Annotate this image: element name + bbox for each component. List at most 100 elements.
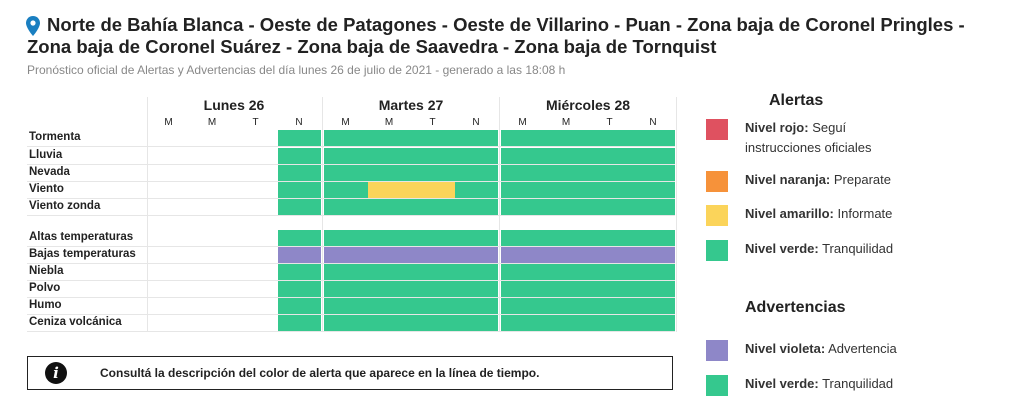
- timeline-cell-green[interactable]: [277, 315, 321, 331]
- timeline-cell-green[interactable]: [324, 281, 498, 297]
- legend-alertas-title: Alertas: [769, 92, 824, 109]
- info-box: i Consultá la descripción del color de a…: [27, 356, 673, 390]
- timeline-cell-green[interactable]: [277, 230, 321, 246]
- day-separator: [322, 97, 323, 332]
- row-label: Nevada: [29, 166, 70, 178]
- legend-item-name: Nivel amarillo:: [745, 206, 834, 221]
- timeline-cell-green[interactable]: [277, 165, 321, 181]
- legend-item: Nivel rojo: Seguí instrucciones oficiale…: [745, 118, 905, 158]
- info-icon: i: [45, 362, 67, 384]
- timeline-cell-green[interactable]: [277, 148, 321, 164]
- row-label: Bajas temperaturas: [29, 248, 136, 260]
- timeline-cell-green[interactable]: [501, 148, 675, 164]
- legend-swatch-yellow: [706, 205, 728, 226]
- row-label: Viento: [29, 183, 64, 195]
- period-label: T: [606, 117, 613, 128]
- legend-swatch-violet: [706, 340, 728, 361]
- row-divider: [27, 246, 675, 247]
- timeline-cell-green[interactable]: [324, 130, 498, 146]
- legend-swatch-green: [706, 240, 728, 261]
- page-title: Norte de Bahía Blanca - Oeste de Patagon…: [27, 14, 965, 57]
- timeline-cell-green[interactable]: [277, 281, 321, 297]
- timeline-cell-violet[interactable]: [501, 247, 675, 263]
- legend-item-desc: Tranquilidad: [818, 376, 894, 391]
- row-label: Tormenta: [29, 131, 81, 143]
- row-label: Humo: [29, 299, 62, 311]
- row-divider: [27, 263, 675, 264]
- timeline-cell-green[interactable]: [501, 199, 675, 215]
- period-label: N: [649, 117, 657, 128]
- legend-swatch-red: [706, 119, 728, 140]
- timeline-cell-green[interactable]: [277, 298, 321, 314]
- period-label: T: [252, 117, 259, 128]
- grid-left-border: [147, 97, 148, 332]
- legend-item-desc: Preparate: [830, 172, 891, 187]
- page-subtitle: Pronóstico oficial de Alertas y Adverten…: [27, 63, 566, 77]
- timeline-cell-green[interactable]: [501, 230, 675, 246]
- alert-timeline: Lunes 26 M M T N Martes 27 M M T N Miércoles 28 M M T…: [27, 97, 677, 337]
- timeline-cell-green[interactable]: [324, 148, 498, 164]
- day-separator: [499, 97, 500, 332]
- period-label: M: [164, 117, 173, 128]
- timeline-cell-green[interactable]: [324, 165, 498, 181]
- row-divider: [27, 297, 675, 298]
- period-label: T: [429, 117, 436, 128]
- day-header: Miércoles 28: [545, 97, 631, 113]
- timeline-cell-violet[interactable]: [277, 247, 321, 263]
- timeline-cell-green[interactable]: [501, 182, 675, 198]
- row-label: Viento zonda: [29, 200, 101, 212]
- day-header: Martes 27: [378, 97, 444, 113]
- legend-item-desc: Seguí instrucciones oficiales: [745, 120, 872, 155]
- timeline-cell-green[interactable]: [501, 281, 675, 297]
- legend-item-name: Nivel violeta:: [745, 341, 826, 356]
- row-label: Polvo: [29, 282, 61, 294]
- timeline-cell-green[interactable]: [324, 182, 368, 198]
- timeline-cell-green[interactable]: [277, 264, 321, 280]
- period-label: M: [384, 117, 394, 128]
- legend-item-name: Nivel verde:: [745, 376, 819, 391]
- legend-swatch-orange: [706, 171, 728, 192]
- timeline-cell-green[interactable]: [501, 130, 675, 146]
- timeline-cell-green[interactable]: [324, 315, 498, 331]
- timeline-cell-green[interactable]: [501, 264, 675, 280]
- row-divider: [27, 314, 675, 315]
- row-label: Niebla: [29, 265, 64, 277]
- timeline-cell-green[interactable]: [324, 298, 498, 314]
- period-label: M: [341, 117, 350, 128]
- period-label: M: [207, 117, 217, 128]
- timeline-cell-yellow[interactable]: [367, 182, 455, 198]
- row-divider: [27, 181, 675, 182]
- period-label: N: [472, 117, 480, 128]
- row-divider: [27, 164, 675, 165]
- legend-item: Nivel violeta: Advertencia: [745, 339, 905, 359]
- legend-item-name: Nivel rojo:: [745, 120, 809, 135]
- timeline-cell-green[interactable]: [454, 182, 498, 198]
- row-divider: [27, 280, 675, 281]
- row-label: Lluvia: [29, 149, 63, 161]
- row-divider: [27, 331, 675, 332]
- period-label: M: [561, 117, 571, 128]
- legend-item-name: Nivel naranja:: [745, 172, 831, 187]
- timeline-cell-green[interactable]: [324, 264, 498, 280]
- row-label: Altas temperaturas: [29, 231, 134, 243]
- row-divider: [27, 146, 675, 147]
- legend-item-desc: Advertencia: [825, 341, 897, 356]
- grid-right-border: [676, 97, 677, 332]
- row-divider: [27, 215, 675, 216]
- timeline-cell-green[interactable]: [501, 315, 675, 331]
- period-label: N: [295, 117, 303, 128]
- timeline-cell-green[interactable]: [501, 298, 675, 314]
- legend-item-desc: Informate: [833, 206, 893, 221]
- timeline-cell-green[interactable]: [324, 199, 498, 215]
- timeline-cell-green[interactable]: [324, 230, 498, 246]
- timeline-cell-green[interactable]: [277, 130, 321, 146]
- legend-item: Nivel naranja: Preparate: [745, 170, 905, 190]
- legend-swatch-green: [706, 375, 728, 396]
- legend-advertencias-title: Advertencias: [745, 299, 846, 316]
- timeline-cell-green[interactable]: [501, 165, 675, 181]
- timeline-cell-green[interactable]: [277, 199, 321, 215]
- timeline-cell-violet[interactable]: [324, 247, 498, 263]
- timeline-cell-green[interactable]: [277, 182, 321, 198]
- legend-item: Nivel verde: Tranquilidad: [745, 239, 905, 259]
- legend-item-desc: Tranquilidad: [818, 241, 894, 256]
